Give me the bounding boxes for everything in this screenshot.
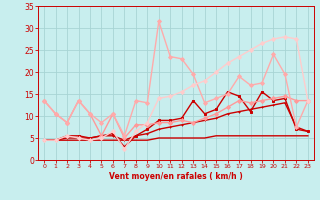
X-axis label: Vent moyen/en rafales ( km/h ): Vent moyen/en rafales ( km/h ) [109,172,243,181]
